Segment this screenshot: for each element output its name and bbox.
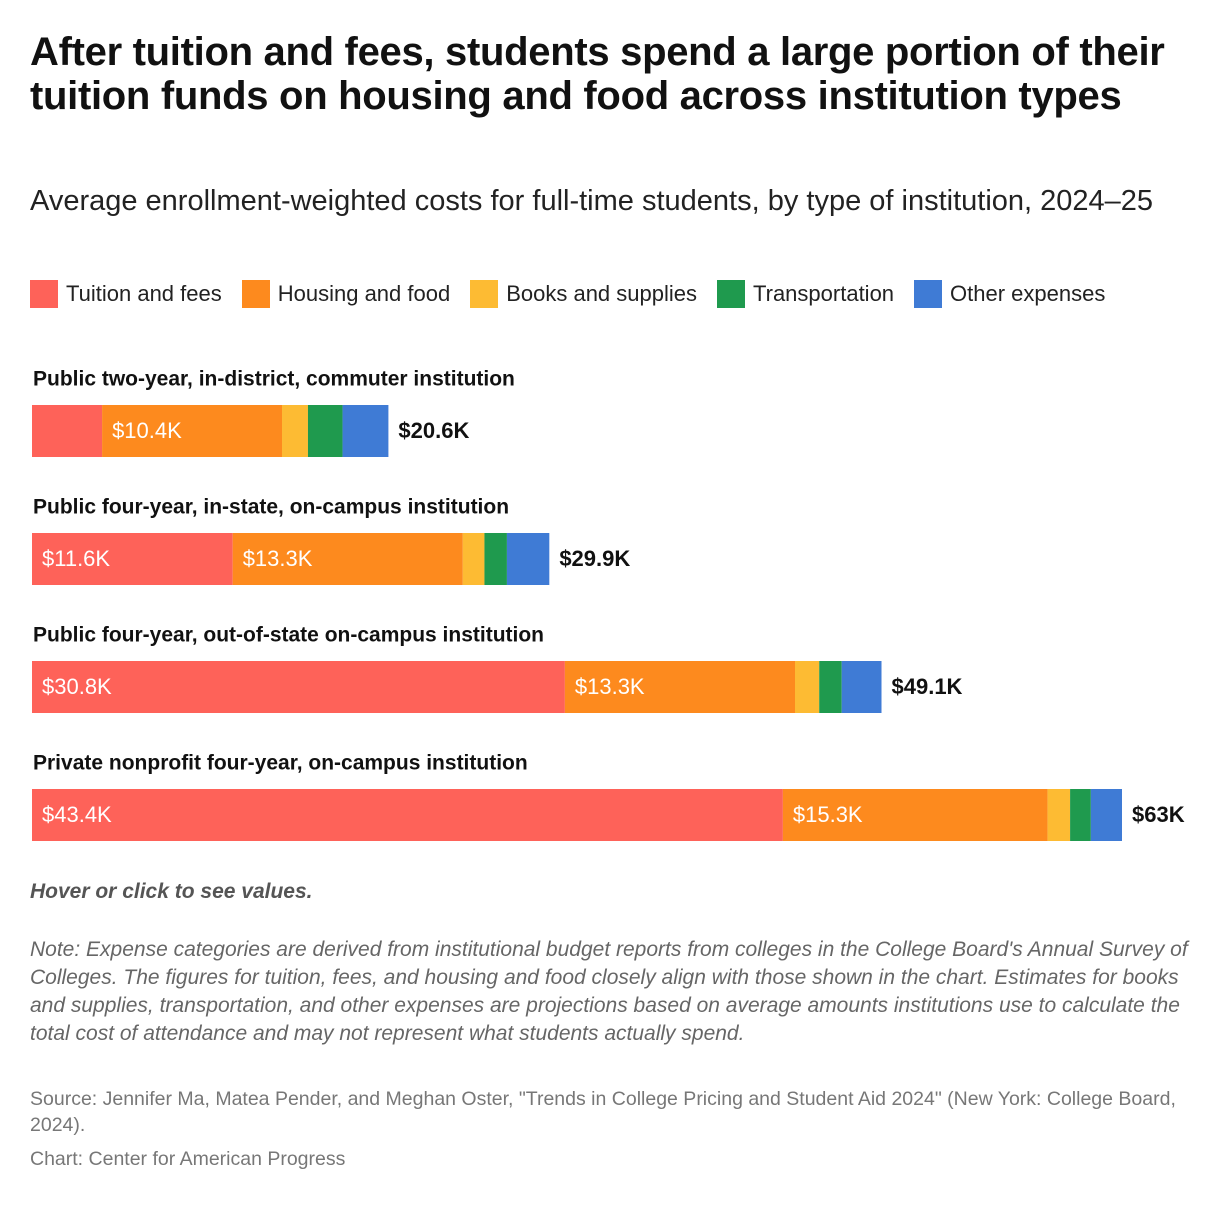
value-label: $13.3K [243, 546, 313, 571]
bar-segment [1047, 789, 1071, 841]
legend-swatch [30, 280, 58, 308]
legend-swatch [717, 280, 745, 308]
legend-item: Other expenses [914, 280, 1105, 308]
category-label: Public two-year, in-district, commuter i… [33, 368, 515, 391]
legend-swatch [241, 280, 270, 308]
bar-segment [342, 405, 389, 457]
category-label: Private nonprofit four-year, on-campus i… [33, 752, 528, 775]
legend: Tuition and fees Housing and food Books an… [30, 280, 1190, 308]
value-label: $30.8K [42, 674, 112, 699]
legend-item: Tuition and fees [30, 280, 222, 308]
note: Note: Expense categories are derived fro… [30, 938, 1188, 1045]
value-label: $13.3K [575, 674, 645, 699]
bar-segment [232, 533, 463, 585]
total-label: $49.1K [892, 674, 963, 699]
legend-label: Other expenses [950, 281, 1106, 306]
legend-label: Tuition and fees [66, 281, 222, 306]
bar-segment [282, 405, 308, 457]
legend-label: Housing and food [277, 281, 451, 306]
bar-segment [32, 533, 233, 585]
value-label: $10.4K [112, 418, 182, 443]
legend-item: Books and supplies [470, 280, 697, 308]
value-label: $43.4K [42, 802, 112, 827]
category-label: Public four-year, in-state, on-campus in… [33, 496, 509, 519]
chart: Public two-year, in-district, commuter i… [32, 368, 1185, 841]
total-label: $29.9K [559, 546, 630, 571]
bar-segment [795, 661, 820, 713]
chart-subtitle: Average enrollment-weighted costs for fu… [30, 185, 1154, 217]
hint: Hover or click to see values. [30, 880, 313, 903]
legend-label: Books and supplies [506, 281, 697, 306]
bar-segment [32, 789, 783, 841]
legend-item: Transportation [717, 280, 894, 308]
legend-item: Housing and food [241, 280, 451, 308]
bar-segment [462, 533, 485, 585]
bar-segment [564, 661, 795, 713]
legend-swatch [470, 280, 499, 308]
legend-label: Transportation [753, 281, 895, 306]
bar-segment [102, 405, 283, 457]
source: Source: Jennifer Ma, Matea Pender, and M… [30, 1088, 1176, 1136]
bar-segment [32, 405, 103, 457]
bar-segment [307, 405, 343, 457]
bar-segment [1090, 789, 1122, 841]
value-label: $15.3K [793, 802, 863, 827]
chart-title: After tuition and fees, students spend a… [30, 30, 1165, 118]
category-label: Public four-year, out-of-state on-campus… [33, 624, 544, 647]
bar-segment [506, 533, 550, 585]
total-label: $63K [1132, 802, 1185, 827]
bar-segment [484, 533, 507, 585]
bar-segment [782, 789, 1048, 841]
bar-segment [819, 661, 842, 713]
total-label: $20.6K [398, 418, 469, 443]
legend-swatch [914, 280, 943, 308]
bar-segment [1070, 789, 1091, 841]
bar-segment [841, 661, 882, 713]
credit: Chart: Center for American Progress [30, 1148, 346, 1170]
value-label: $11.6K [42, 546, 110, 571]
bar-segment [32, 661, 565, 713]
